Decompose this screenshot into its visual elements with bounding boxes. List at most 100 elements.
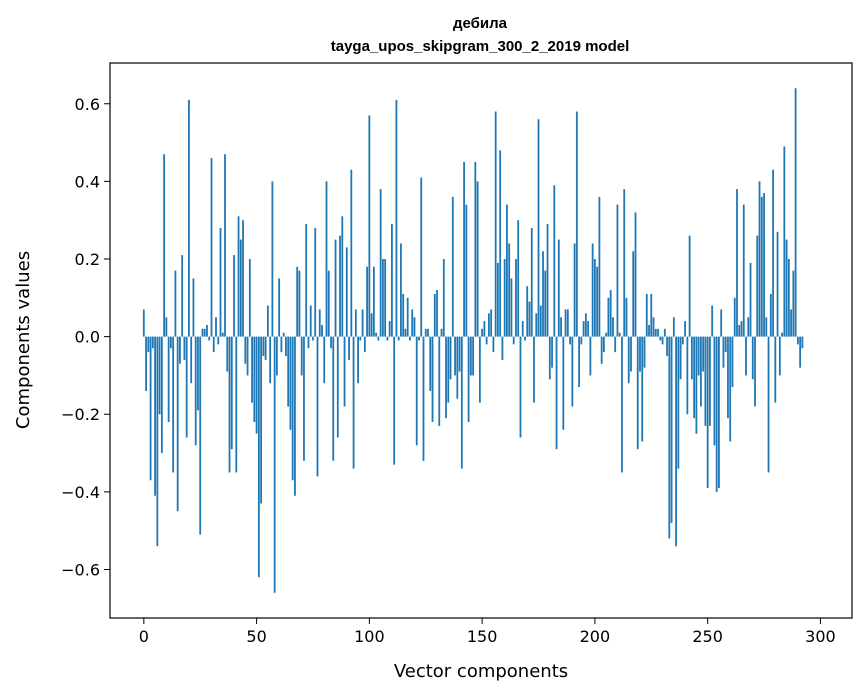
bar-104 bbox=[377, 336, 380, 341]
bar-133 bbox=[442, 259, 445, 337]
bar-228 bbox=[657, 328, 659, 337]
bar-129 bbox=[433, 293, 436, 337]
bar-286 bbox=[787, 259, 790, 337]
bar-278 bbox=[769, 293, 772, 337]
bar-113 bbox=[397, 336, 400, 341]
bar-289 bbox=[794, 88, 797, 337]
bar-92 bbox=[350, 169, 353, 337]
bar-15 bbox=[176, 336, 179, 512]
bar-202 bbox=[598, 196, 601, 337]
x-tick-label: 150 bbox=[467, 627, 498, 646]
bar-229 bbox=[659, 336, 662, 341]
bar-132 bbox=[440, 328, 443, 337]
bar-112 bbox=[395, 99, 398, 337]
bar-235 bbox=[672, 317, 675, 337]
bar-39 bbox=[230, 336, 233, 450]
bar-24 bbox=[197, 336, 199, 411]
bar-265 bbox=[740, 321, 743, 337]
bar-167 bbox=[519, 336, 522, 438]
bar-75 bbox=[312, 336, 314, 341]
bar-16 bbox=[179, 336, 181, 364]
x-axis-label: Vector components bbox=[394, 661, 568, 682]
bar-115 bbox=[402, 293, 405, 337]
bar-141 bbox=[460, 336, 463, 469]
bar-274 bbox=[760, 196, 763, 337]
bar-166 bbox=[517, 220, 520, 337]
bar-275 bbox=[763, 193, 765, 337]
bar-98 bbox=[363, 336, 366, 353]
x-tick-label: 100 bbox=[354, 627, 385, 646]
bar-41 bbox=[235, 336, 238, 473]
bar-184 bbox=[557, 239, 560, 337]
bar-218 bbox=[634, 212, 637, 337]
bar-219 bbox=[636, 336, 639, 450]
bar-87 bbox=[339, 235, 341, 337]
bar-189 bbox=[569, 336, 571, 345]
bar-217 bbox=[632, 251, 635, 337]
bar-57 bbox=[271, 181, 274, 337]
bar-261 bbox=[731, 336, 734, 388]
bar-238 bbox=[679, 336, 682, 380]
bar-221 bbox=[641, 336, 644, 442]
y-tick-label: −0.6 bbox=[61, 560, 100, 579]
bar-204 bbox=[603, 336, 605, 353]
bar-234 bbox=[670, 336, 673, 523]
bar-47 bbox=[248, 259, 251, 337]
bar-168 bbox=[521, 321, 524, 337]
bar-213 bbox=[623, 189, 626, 337]
bar-187 bbox=[564, 309, 567, 337]
bar-185 bbox=[560, 317, 562, 337]
bar-196 bbox=[584, 313, 587, 337]
bar-42 bbox=[237, 216, 240, 337]
bar-32 bbox=[215, 317, 217, 337]
bar-258 bbox=[724, 336, 727, 353]
bar-37 bbox=[226, 336, 229, 372]
bar-253 bbox=[713, 336, 716, 446]
bar-93 bbox=[352, 336, 355, 469]
bar-198 bbox=[589, 336, 592, 376]
bar-146 bbox=[472, 336, 474, 376]
bar-126 bbox=[427, 328, 429, 337]
bar-29 bbox=[208, 336, 211, 341]
bar-106 bbox=[381, 259, 384, 337]
bar-151 bbox=[483, 321, 486, 337]
bar-120 bbox=[413, 317, 416, 337]
y-tick-label: 0.2 bbox=[75, 250, 100, 269]
bar-237 bbox=[677, 336, 680, 469]
bar-287 bbox=[790, 309, 792, 337]
bar-2 bbox=[147, 336, 150, 353]
bar-68 bbox=[296, 266, 299, 337]
bar-135 bbox=[447, 336, 450, 403]
bar-243 bbox=[690, 336, 693, 380]
bar-90 bbox=[345, 247, 348, 337]
bar-164 bbox=[512, 336, 515, 345]
bar-277 bbox=[767, 336, 770, 473]
bar-230 bbox=[661, 336, 664, 345]
x-tick-label: 0 bbox=[139, 627, 149, 646]
bar-83 bbox=[330, 336, 332, 349]
bar-14 bbox=[174, 270, 177, 337]
bar-73 bbox=[307, 336, 310, 349]
bar-136 bbox=[449, 336, 452, 380]
bar-31 bbox=[212, 336, 215, 353]
bar-257 bbox=[722, 336, 725, 368]
bar-94 bbox=[354, 309, 357, 337]
bar-208 bbox=[612, 317, 614, 337]
bar-186 bbox=[562, 336, 565, 430]
bar-86 bbox=[336, 336, 339, 438]
bar-140 bbox=[458, 336, 461, 372]
bar-170 bbox=[526, 286, 529, 337]
bar-53 bbox=[262, 336, 265, 357]
bar-280 bbox=[774, 336, 777, 403]
bar-137 bbox=[451, 196, 454, 337]
bar-239 bbox=[681, 336, 684, 345]
bar-254 bbox=[715, 336, 718, 492]
bar-66 bbox=[291, 336, 294, 481]
bar-0 bbox=[142, 309, 145, 337]
bar-30 bbox=[210, 158, 213, 337]
bar-178 bbox=[544, 270, 547, 337]
bar-194 bbox=[580, 336, 583, 345]
bar-260 bbox=[729, 336, 732, 442]
bars-group bbox=[142, 88, 804, 593]
bar-114 bbox=[400, 243, 402, 337]
